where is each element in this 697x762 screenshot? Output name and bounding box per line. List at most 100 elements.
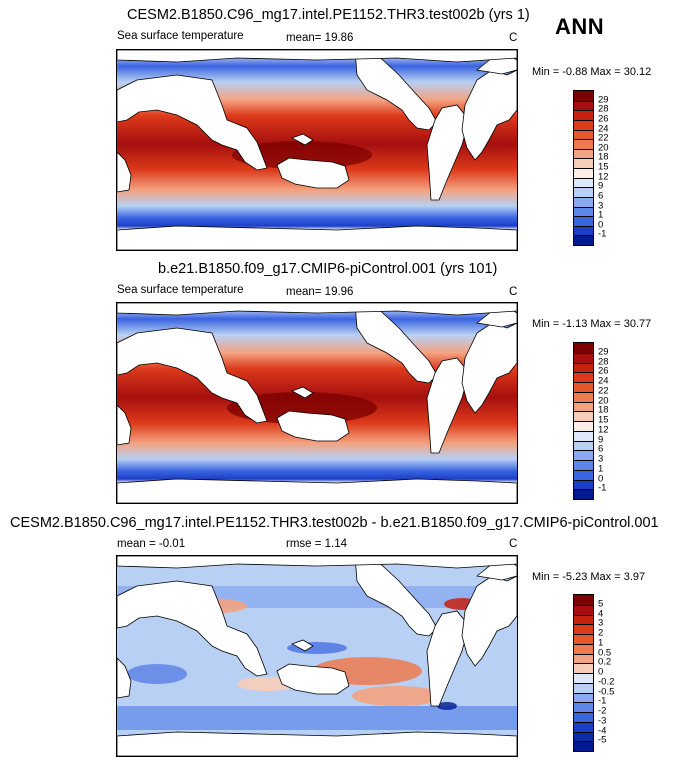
colorbar-swatch bbox=[574, 177, 593, 188]
colorbar-swatch bbox=[574, 225, 593, 236]
panel-1-minmax: Min = -0.88 Max = 30.12 bbox=[532, 66, 652, 78]
colorbar-label: 9 bbox=[598, 434, 604, 445]
colorbar-label: 22 bbox=[598, 385, 609, 397]
colorbar-label: 18 bbox=[598, 404, 609, 416]
colorbar-swatch bbox=[574, 206, 593, 217]
panel-2-title: b.e21.B1850.f09_g17.CMIP6-piControl.001 … bbox=[158, 261, 498, 277]
panel-3-mean: mean = -0.01 bbox=[117, 538, 186, 550]
colorbar-label: 20 bbox=[598, 142, 609, 154]
colorbar-swatch bbox=[574, 91, 593, 101]
panel-1-mean: mean= 19.86 bbox=[286, 32, 354, 44]
colorbar-swatch bbox=[574, 692, 593, 703]
colorbar-label: -4 bbox=[598, 725, 607, 736]
colorbar-swatch bbox=[574, 653, 593, 664]
colorbar-label: 24 bbox=[598, 375, 609, 387]
colorbar-label: -3 bbox=[598, 715, 607, 727]
colorbar-swatch bbox=[574, 460, 593, 470]
colorbar-swatch bbox=[574, 391, 593, 402]
colorbar-label: 4 bbox=[598, 608, 604, 619]
panel-1-map bbox=[116, 49, 518, 251]
colorbar-swatch bbox=[574, 148, 593, 159]
panel-3-minmax: Min = -5.23 Max = 3.97 bbox=[532, 571, 646, 583]
colorbar-label: -5 bbox=[598, 734, 607, 746]
colorbar-swatch bbox=[574, 411, 593, 421]
colorbar-label: 29 bbox=[598, 94, 609, 106]
season-label: ANN bbox=[555, 14, 605, 39]
colorbar-label: 26 bbox=[598, 113, 609, 125]
colorbar-swatch bbox=[574, 624, 593, 634]
colorbar-label: -0.2 bbox=[598, 676, 615, 688]
colorbar-label: 12 bbox=[598, 424, 609, 436]
colorbar-swatch bbox=[574, 489, 593, 499]
colorbar-swatch bbox=[574, 604, 593, 615]
panel-2-map bbox=[116, 302, 518, 504]
colorbar-label: 24 bbox=[598, 123, 609, 134]
colorbar-swatch bbox=[574, 158, 593, 168]
panel-2-mean: mean= 19.96 bbox=[286, 286, 354, 298]
panel-3-units: C bbox=[509, 538, 518, 550]
panel-2-minmax: Min = -1.13 Max = 30.77 bbox=[532, 318, 652, 330]
colorbar-swatch bbox=[574, 187, 593, 197]
colorbar-label: 6 bbox=[598, 190, 604, 202]
colorbar-swatch bbox=[574, 235, 593, 245]
panel-1-variable: Sea surface temperature bbox=[117, 30, 244, 42]
colorbar-swatch bbox=[574, 139, 593, 149]
colorbar-swatch bbox=[574, 216, 593, 226]
colorbar-label: 18 bbox=[598, 151, 609, 163]
colorbar-swatch bbox=[574, 663, 593, 673]
colorbar-swatch bbox=[574, 168, 593, 178]
colorbar-swatch bbox=[574, 129, 593, 140]
colorbar-swatch bbox=[574, 450, 593, 460]
colorbar-swatch bbox=[574, 100, 593, 111]
colorbar-label: 3 bbox=[598, 200, 604, 211]
colorbar-swatch bbox=[574, 469, 593, 480]
panel-2-variable: Sea surface temperature bbox=[117, 284, 244, 296]
colorbar-label: 15 bbox=[598, 161, 609, 173]
colorbar-swatch bbox=[574, 702, 593, 712]
colorbar-label: 28 bbox=[598, 356, 609, 367]
colorbar-label: 2 bbox=[598, 627, 604, 639]
panel-2-units: C bbox=[509, 286, 518, 298]
colorbar-label: 0 bbox=[598, 219, 604, 231]
colorbar-label: -1 bbox=[598, 695, 607, 707]
colorbar-label: 3 bbox=[598, 453, 604, 465]
panel-1-title: CESM2.B1850.C96_mg17.intel.PE1152.THR3.t… bbox=[127, 7, 530, 23]
colorbar-swatch bbox=[574, 343, 593, 353]
colorbar-swatch bbox=[574, 682, 593, 693]
colorbar-label: 0 bbox=[598, 473, 604, 484]
colorbar-label: 0.2 bbox=[598, 656, 612, 668]
colorbar-label: 1 bbox=[598, 637, 604, 649]
colorbar-label: 1 bbox=[598, 209, 604, 221]
colorbar-swatch bbox=[574, 440, 593, 451]
colorbar-swatch bbox=[574, 372, 593, 382]
colorbar-label: 0 bbox=[598, 666, 604, 678]
colorbar-swatch bbox=[574, 110, 593, 120]
colorbar-swatch bbox=[574, 421, 593, 431]
colorbar-label: 3 bbox=[598, 617, 604, 629]
panel-3-colorbar bbox=[573, 594, 594, 752]
panel-3-map bbox=[116, 555, 518, 757]
colorbar-label: 22 bbox=[598, 132, 609, 144]
colorbar-label: 12 bbox=[598, 171, 609, 183]
colorbar-swatch bbox=[574, 731, 593, 742]
panel-1-colorbar bbox=[573, 90, 594, 246]
colorbar-swatch bbox=[574, 614, 593, 625]
colorbar-swatch bbox=[574, 741, 593, 751]
panel-2-colorbar bbox=[573, 342, 594, 500]
colorbar-label: 9 bbox=[598, 180, 604, 192]
colorbar-label: 6 bbox=[598, 443, 604, 455]
colorbar-swatch bbox=[574, 643, 593, 654]
colorbar-swatch bbox=[574, 119, 593, 130]
colorbar-swatch bbox=[574, 721, 593, 732]
colorbar-label: -1 bbox=[598, 228, 607, 240]
colorbar-swatch bbox=[574, 352, 593, 363]
colorbar-swatch bbox=[574, 673, 593, 683]
colorbar-swatch bbox=[574, 595, 593, 605]
colorbar-swatch bbox=[574, 362, 593, 373]
colorbar-swatch bbox=[574, 430, 593, 441]
colorbar-swatch bbox=[574, 712, 593, 722]
colorbar-swatch bbox=[574, 401, 593, 412]
colorbar-label: 20 bbox=[598, 395, 609, 406]
colorbar-label: -0.5 bbox=[598, 686, 615, 697]
colorbar-label: -1 bbox=[598, 482, 607, 494]
